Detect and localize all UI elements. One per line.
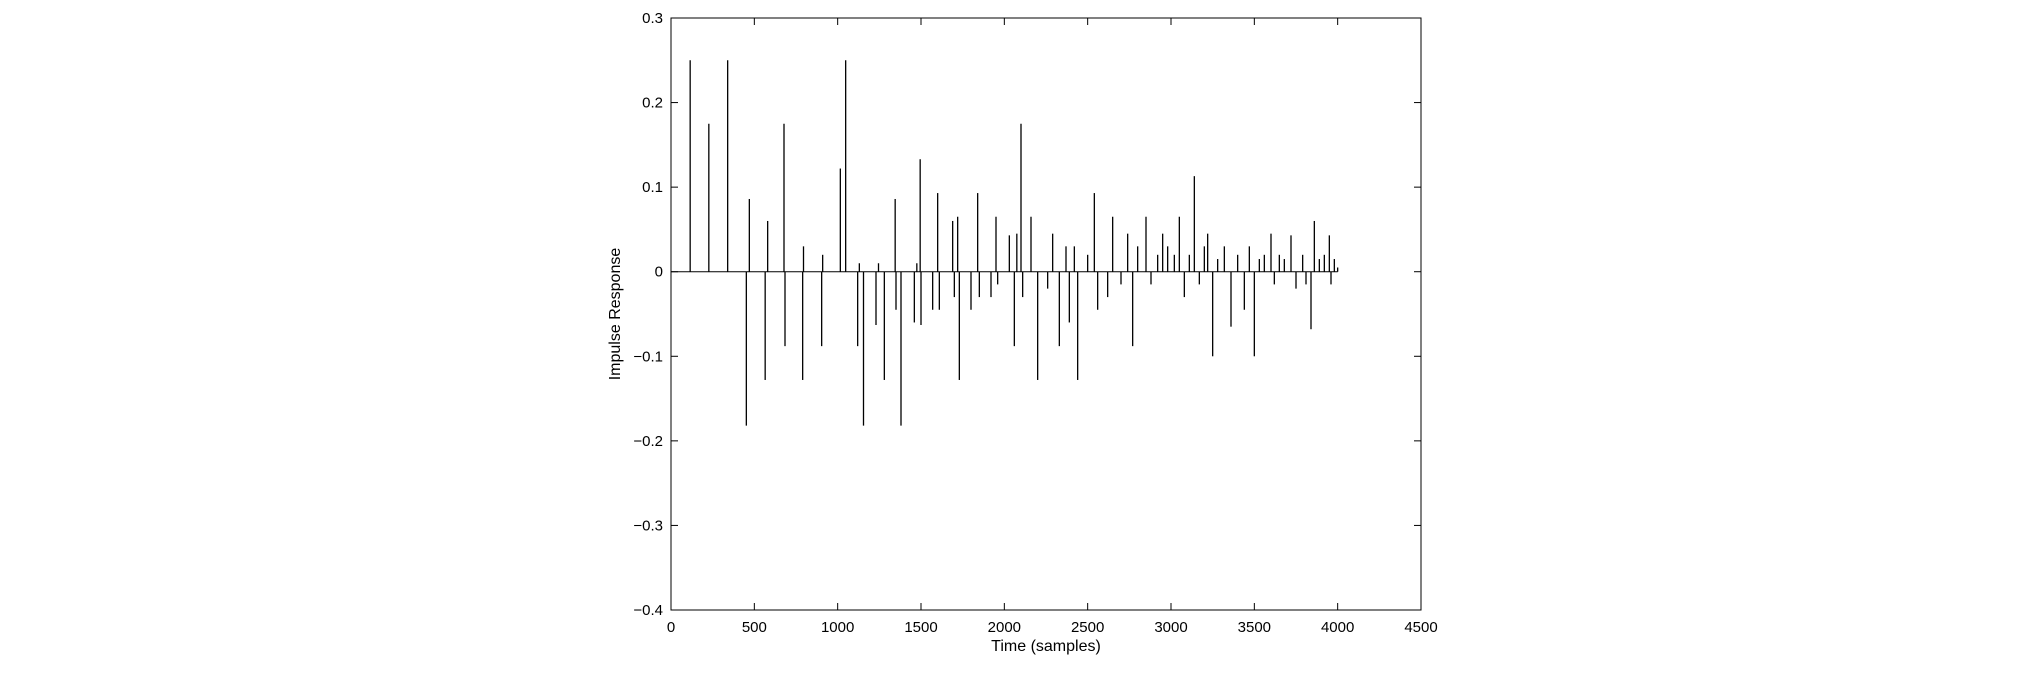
x-tick-label: 4500: [1404, 619, 1437, 636]
x-tick-label: 1000: [821, 619, 854, 636]
y-tick-label: −0.3: [633, 517, 663, 534]
plot-area: [671, 60, 1339, 426]
y-tick-label: 0: [655, 264, 663, 281]
axes-frame: [670, 17, 1422, 611]
y-axis-label: Impulse Response: [607, 248, 624, 381]
y-tick-label: −0.2: [633, 433, 663, 450]
ticks: 0 500 1000 1500 2000 2500 3000 3500 4000 4500 −0.4…: [633, 10, 1437, 636]
y-tick-label: −0.4: [633, 602, 663, 619]
x-tick-label: 500: [742, 619, 767, 636]
y-tick-label: −0.1: [633, 348, 663, 365]
x-tick-label: 0: [667, 619, 675, 636]
x-tick-label: 3000: [1154, 619, 1187, 636]
x-tick-label: 2500: [1071, 619, 1104, 636]
x-tick-label: 1500: [904, 619, 937, 636]
y-tick-label: 0.1: [642, 179, 663, 196]
y-tick-label: 0.3: [642, 10, 663, 27]
x-tick-label: 4000: [1321, 619, 1354, 636]
x-axis-label: Time (samples): [991, 638, 1101, 655]
y-tick-label: 0.2: [642, 95, 663, 112]
x-tick-label: 3500: [1238, 619, 1271, 636]
x-tick-label: 2000: [988, 619, 1021, 636]
